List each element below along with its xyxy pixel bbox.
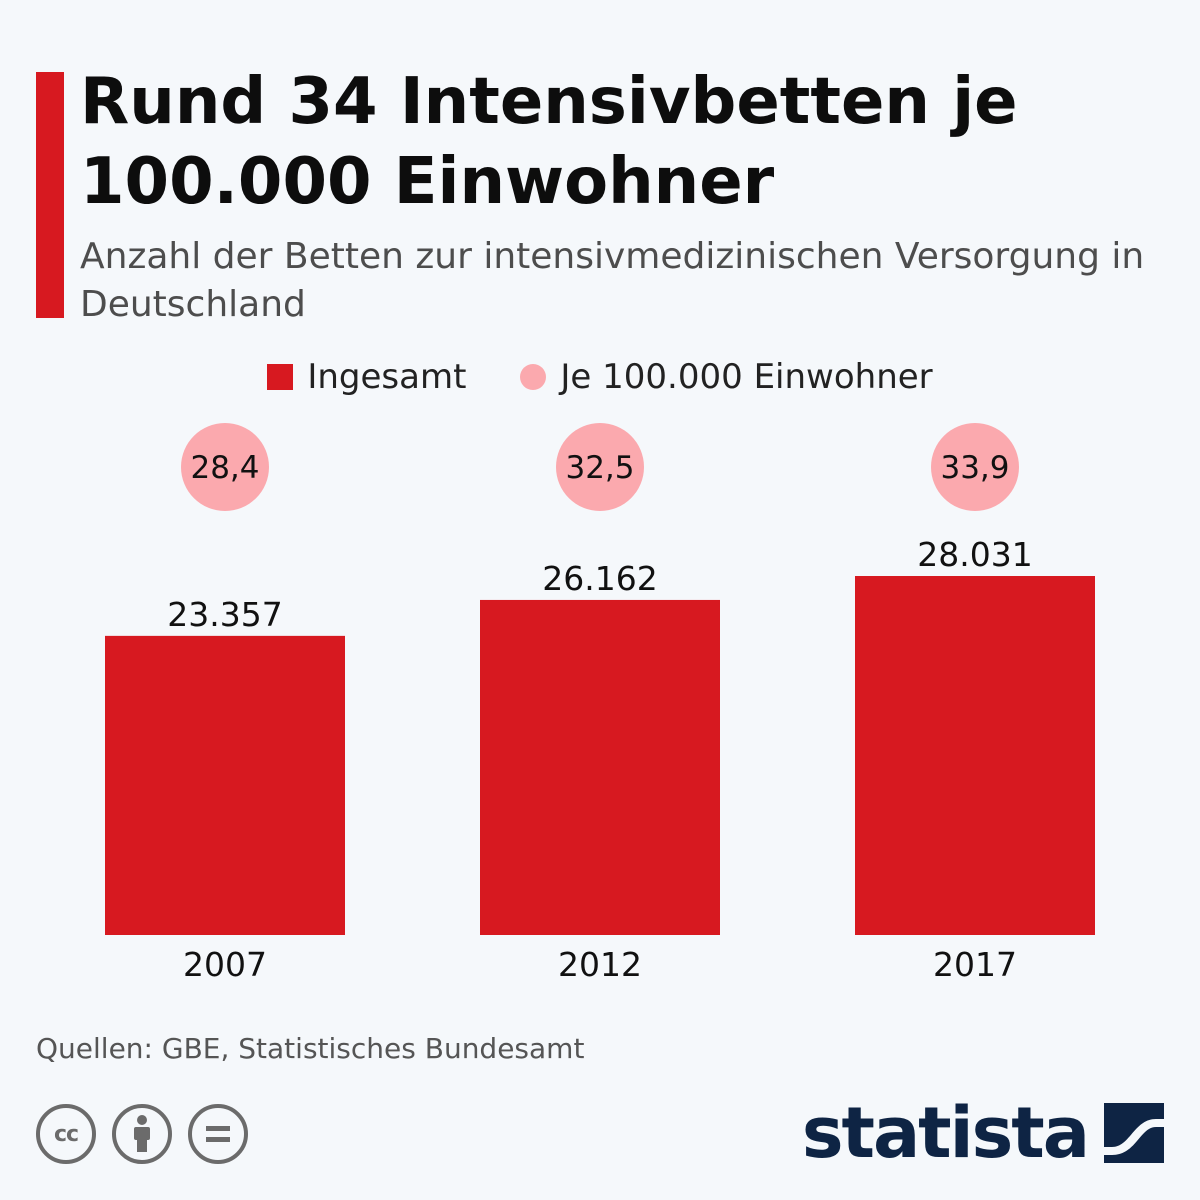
bar-2012 (480, 599, 720, 935)
x-tick-label-2007: 2007 (183, 945, 267, 984)
legend-swatch-total (267, 364, 294, 390)
bar-value-label-2017: 28.031 (917, 535, 1032, 574)
bar-2017 (855, 576, 1095, 935)
legend-dot-per-capita (520, 364, 547, 390)
logo-wordmark: statista (801, 1092, 1090, 1174)
statista-logo[interactable]: statista (802, 1098, 1164, 1168)
bar-2007 (105, 635, 345, 935)
legend-item-total: Ingesamt (267, 357, 466, 397)
per-capita-label-2017: 33,9 (940, 450, 1009, 486)
per-capita-label-2007: 28,4 (190, 450, 259, 486)
license-icons: cc (36, 1104, 248, 1164)
per-capita-bubble-2017 (931, 423, 1019, 511)
x-tick-label-2017: 2017 (933, 945, 1017, 984)
equals-glyph (206, 1126, 230, 1142)
per-capita-label-2012: 32,5 (565, 450, 634, 486)
page-title: Rund 34 Intensivbetten je 100.000 Einwoh… (80, 65, 1018, 219)
x-tick-label-2012: 2012 (558, 945, 642, 984)
legend: Ingesamt Je 100.000 Einwohner (0, 354, 1200, 400)
per-capita-bubble-2007 (181, 423, 269, 511)
accent-bar (36, 72, 64, 318)
legend-label-per-capita: Je 100.000 Einwohner (560, 357, 933, 397)
page-subtitle: Anzahl der Betten zur intensivmedizinisc… (80, 236, 1145, 325)
bar-value-label-2012: 26.162 (542, 559, 657, 598)
attribution-icon[interactable] (112, 1104, 172, 1164)
cc-icon-text: cc (53, 1121, 79, 1147)
logo-mark-icon (1104, 1103, 1164, 1163)
bar-chart: 23.357 28,4 2007 26.162 32,5 2012 28.031 33,9 20… (105, 423, 1095, 984)
per-capita-bubble-2012 (556, 423, 644, 511)
person-glyph (134, 1115, 150, 1152)
cc-icon[interactable]: cc (36, 1104, 96, 1164)
source-note: Quellen: GBE, Statistisches Bundesamt (36, 1032, 585, 1065)
bar-value-label-2007: 23.357 (167, 595, 282, 634)
legend-label-total: Ingesamt (307, 357, 467, 397)
no-derivatives-icon[interactable] (188, 1104, 248, 1164)
legend-item-per-capita: Je 100.000 Einwohner (520, 357, 933, 397)
